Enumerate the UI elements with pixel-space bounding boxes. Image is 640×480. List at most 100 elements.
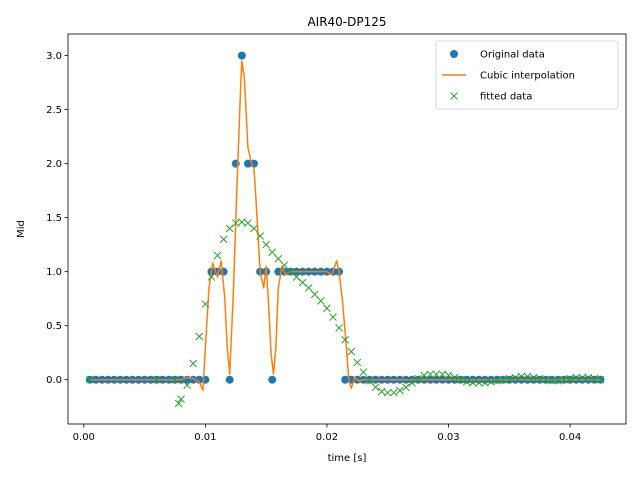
fitted-point <box>152 375 161 384</box>
fitted-point <box>493 376 501 385</box>
x-tick-label: 0.03 <box>437 432 459 443</box>
x-tick-label: 0.01 <box>194 432 216 443</box>
x-axis-label: time [s] <box>328 453 367 464</box>
fitted-point <box>189 359 198 368</box>
fitted-point <box>174 399 183 408</box>
fitted-point <box>529 373 538 382</box>
y-tick-label: 3.0 <box>46 51 62 62</box>
fitted-point <box>535 374 544 383</box>
fitted-point <box>560 375 568 384</box>
fitted-point <box>171 375 179 384</box>
fitted-point <box>396 386 404 395</box>
fitted-point <box>554 376 562 385</box>
data-point <box>341 375 350 384</box>
plot-area <box>85 51 605 408</box>
y-tick-label: 1.0 <box>46 267 62 278</box>
legend: Original data Cubic interpolation fitted d… <box>435 40 619 110</box>
legend-marker-circle <box>450 50 458 58</box>
fitted-point <box>505 374 514 383</box>
fitted-point <box>383 388 392 397</box>
fitted-point <box>274 254 283 263</box>
fitted-point <box>335 323 343 332</box>
fitted-point <box>183 381 191 389</box>
fitted-point <box>426 370 435 379</box>
fitted-point <box>347 347 356 356</box>
y-tick-label: 2.0 <box>46 159 62 170</box>
fitted-point <box>487 378 495 386</box>
fitted-point <box>86 375 94 384</box>
fitted-point <box>195 332 204 341</box>
fitted-point <box>481 379 489 387</box>
y-tick-label: 0.0 <box>46 375 62 386</box>
fitted-point <box>511 373 520 382</box>
data-point <box>225 375 234 384</box>
fitted-point <box>207 273 216 281</box>
fitted-point <box>408 379 416 387</box>
fitted-point <box>304 284 313 292</box>
axes-frame <box>67 33 627 425</box>
fitted-point <box>213 251 222 260</box>
fitted-point <box>517 372 526 381</box>
fitted-point <box>365 376 374 385</box>
fitted-point <box>359 368 368 376</box>
fitted-point <box>456 375 465 384</box>
data-point <box>237 51 246 60</box>
data-point <box>268 375 277 384</box>
fitted-point <box>475 379 483 387</box>
x-tick-label: 0.04 <box>559 432 581 443</box>
fitted-point <box>323 304 331 313</box>
data-point <box>219 267 228 276</box>
fitted-point <box>237 218 246 226</box>
fitted-point <box>201 300 210 308</box>
fitted-point <box>341 335 350 344</box>
x-tick-label: 0.02 <box>316 432 338 443</box>
fitted-point <box>353 358 362 367</box>
fitted-point <box>402 383 410 392</box>
fitted-point <box>371 383 380 392</box>
data-point <box>243 159 252 168</box>
fitted-point <box>572 373 581 382</box>
y-tick-label: 0.5 <box>46 321 62 332</box>
fitted-point <box>389 388 398 397</box>
fitted-point <box>523 372 532 381</box>
fitted-point <box>450 373 459 382</box>
fitted-point <box>219 235 228 244</box>
y-axis-label: Mid <box>16 220 27 238</box>
fitted-point <box>590 374 599 383</box>
fitted-point <box>231 219 240 227</box>
fitted-point <box>499 375 508 384</box>
interpolation-line <box>89 60 601 392</box>
series-cubic-interpolation <box>89 60 601 392</box>
fitted-point <box>280 261 289 270</box>
axis-ticks: 0.00 0.01 0.02 0.03 0.04 0.0 0.5 1.0 1.5 2.0 2.5 3.… <box>46 51 581 443</box>
fitted-point <box>268 248 277 257</box>
fitted-point <box>432 370 441 379</box>
fitted-point <box>547 376 556 385</box>
fitted-point <box>377 387 386 396</box>
legend-marker-x <box>450 92 458 100</box>
fitted-point <box>317 296 325 305</box>
fitted-point <box>438 370 447 379</box>
fitted-point <box>310 290 319 299</box>
fitted-point <box>541 375 550 384</box>
fitted-point <box>566 374 574 383</box>
fitted-point <box>262 240 271 249</box>
y-tick-label: 1.5 <box>46 213 62 224</box>
x-tick-label: 0.00 <box>73 432 95 443</box>
fitted-point <box>462 378 471 386</box>
legend-box <box>435 40 619 110</box>
data-point <box>195 375 204 384</box>
fitted-point <box>584 373 593 382</box>
fitted-point <box>596 375 605 384</box>
fitted-point <box>256 232 264 240</box>
fitted-point <box>329 313 337 321</box>
chart-title: AIR40-DP125 <box>307 15 386 29</box>
fitted-point <box>250 224 258 233</box>
data-point <box>201 375 210 384</box>
series-fitted-data <box>86 218 605 408</box>
legend-label: Cubic interpolation <box>480 71 575 82</box>
y-tick-label: 2.5 <box>46 105 62 116</box>
fitted-point <box>578 373 587 382</box>
legend-label: Original data <box>480 50 545 61</box>
